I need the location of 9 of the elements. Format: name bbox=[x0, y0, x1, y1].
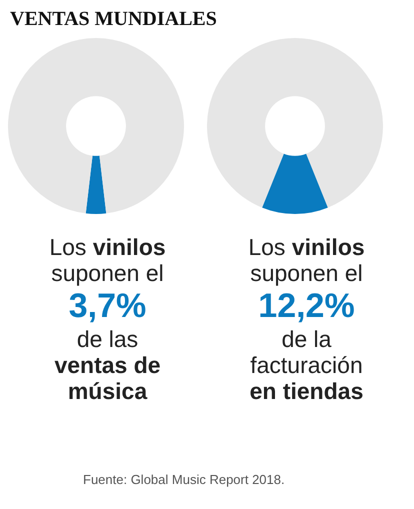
text: 12,2% bbox=[257, 286, 356, 326]
text: de las bbox=[76, 326, 140, 352]
text: Los vinilos suponen el bbox=[48, 234, 167, 286]
text: Los vinilos suponen el bbox=[247, 234, 366, 286]
text: en tiendas bbox=[248, 378, 364, 404]
text: 3,7% bbox=[68, 286, 148, 326]
source-note: Fuente: Global Music Report 2018. bbox=[83, 472, 285, 487]
chart-title: VENTAS MUNDIALES bbox=[10, 8, 217, 31]
text: ventas de música bbox=[53, 352, 162, 404]
